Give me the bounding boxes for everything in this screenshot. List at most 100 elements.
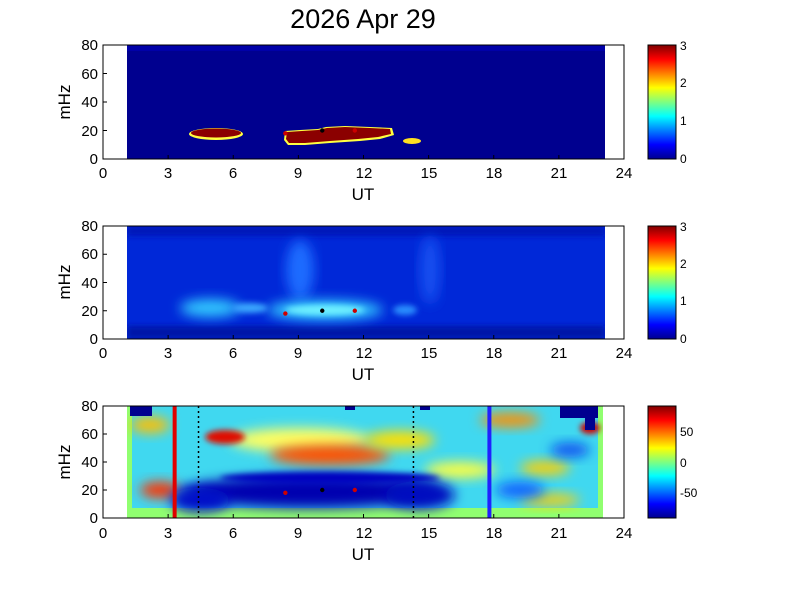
- figure-title: 2026 Apr 29: [290, 4, 436, 34]
- panel-1-colorbar-tick: 2: [680, 76, 687, 90]
- panel-2-xlabel: UT: [352, 365, 375, 384]
- panel-2-event-marker: [320, 308, 325, 313]
- panel-3-xtick: 15: [421, 525, 438, 542]
- panel-1-colorbar-tick: 1: [680, 114, 687, 128]
- panel-3-bottom-band: [127, 508, 603, 518]
- panel-2-band: [232, 303, 268, 313]
- panel-1-xtick: 15: [421, 165, 438, 182]
- panel-2-xtick: 12: [356, 345, 373, 362]
- panel-1-ylabel: mHz: [55, 85, 74, 120]
- panel-3-event-marker: [352, 487, 358, 493]
- panel-3-warm-region: [140, 482, 180, 498]
- panel-3-ytick: 60: [81, 426, 98, 443]
- panel-3-vertical-line: [172, 406, 177, 518]
- panel-1-event-marker: [320, 128, 325, 133]
- panel-3-ytick: 20: [81, 482, 98, 499]
- panel-2-band: [393, 305, 417, 315]
- panel-2-ytick: 40: [81, 275, 98, 292]
- panel-2-colorbar-tick: 3: [680, 220, 687, 234]
- panel-2-xtick: 6: [229, 345, 237, 362]
- panel-3-ylabel: mHz: [55, 445, 74, 480]
- panel-1-xtick: 21: [551, 165, 568, 182]
- panel-3-ticks: 0 3 6 9 12 15 18 21 24 0 20 40 60 80: [81, 398, 632, 542]
- panel-3-warm-region: [130, 417, 170, 433]
- panel-2-xtick: 9: [294, 345, 302, 362]
- panel-3-xtick: 24: [616, 525, 633, 542]
- panel-3-ytick: 80: [81, 398, 98, 415]
- panel-2-colorbar-tick: 2: [680, 257, 687, 271]
- event-markers: [283, 128, 358, 495]
- panel-3-warm-region: [425, 462, 495, 478]
- panel-3-warm-region: [270, 445, 390, 465]
- panel-2-band-core: [285, 305, 365, 315]
- panel-3-xtick: 3: [164, 525, 172, 542]
- panel-3-colorbar-tick: 0: [680, 456, 687, 470]
- panel-3-colorbar-tick: -50: [680, 486, 698, 500]
- panel-3-cool-band: [180, 476, 440, 508]
- panel-1-xtick: 3: [164, 165, 172, 182]
- panel-2-xtick: 15: [421, 345, 438, 362]
- panel-3-xtick: 12: [356, 525, 373, 542]
- panel-2-xtick: 3: [164, 345, 172, 362]
- panel-3-xtick: 18: [486, 525, 503, 542]
- panel-2-colorbar-tick: 0: [680, 332, 687, 346]
- panel-3-right-edge: [598, 406, 603, 518]
- panel-3-overlays: [172, 406, 492, 518]
- panel-1-small-blob: [403, 138, 421, 144]
- panel-3-xlabel: UT: [352, 545, 375, 564]
- panel-1-xtick: 0: [99, 165, 107, 182]
- panel-2-ticks: 0 3 6 9 12 15 18 21 24 0 20 40 60 80: [81, 218, 632, 362]
- panel-3-vertical-line: [487, 406, 492, 518]
- panel-3-ytick: 0: [90, 510, 98, 527]
- panel-2-colorbar-tick: 1: [680, 294, 687, 308]
- panel-1-colorbar-tick: 3: [680, 39, 687, 53]
- panel-1-colorbar-tick: 0: [680, 152, 687, 166]
- panel-3-heatmap: [127, 406, 603, 518]
- panel-2-xtick: 21: [551, 345, 568, 362]
- panel-2-top-band: [127, 226, 605, 236]
- panel-3-xtick: 21: [551, 525, 568, 542]
- panel-3-cool-band: [495, 482, 545, 498]
- panel-2: 0 3 6 9 12 15 18 21 24 0 20 40 60 80 UT …: [55, 218, 687, 384]
- panel-3-top-patch: [585, 418, 595, 430]
- panel-1-heatmap: [127, 45, 605, 159]
- panel-1-ticks: 0 3 6 9 12 15 18 21 24 0 20 40 60 80: [81, 37, 632, 182]
- panel-3-warm-region: [205, 430, 245, 444]
- panel-3-colorbar-tick: 50: [680, 425, 694, 439]
- panel-3-xtick: 6: [229, 525, 237, 542]
- panel-3-warm-region: [520, 494, 580, 506]
- panel-1-background-field: [127, 45, 605, 159]
- panel-1-xtick: 24: [616, 165, 633, 182]
- panel-3-ytick: 40: [81, 454, 98, 471]
- panel-3-cool-band: [220, 472, 440, 484]
- panel-1-ytick: 80: [81, 37, 98, 54]
- panel-3-colorbar: [647, 405, 677, 519]
- panel-1-event-marker: [352, 128, 358, 133]
- panel-3-xtick: 9: [294, 525, 302, 542]
- panel-1-xtick: 12: [356, 165, 373, 182]
- panel-1-xlabel: UT: [352, 185, 375, 204]
- panel-2-column: [420, 236, 440, 304]
- panel-2-heatmap: [127, 226, 605, 339]
- panel-1-event-marker: [283, 131, 288, 136]
- panel-3-top-patch: [560, 406, 598, 418]
- panel-1-xtick: 6: [229, 165, 237, 182]
- panel-1-ytick: 0: [90, 151, 98, 168]
- panel-1-ytick: 40: [81, 94, 98, 111]
- panel-3-cool-band: [170, 488, 230, 512]
- panel-1-xtick: 9: [294, 165, 302, 182]
- panel-2-colorbar: [647, 225, 677, 340]
- panel-2-background-field: [127, 226, 605, 339]
- panel-3-cool-band: [550, 443, 590, 457]
- panel-3-top-patch: [420, 406, 430, 410]
- panel-2-band: [180, 299, 240, 317]
- panel-3-warm-region: [520, 461, 570, 475]
- panel-3-left-edge: [127, 406, 132, 518]
- panel-1: 0 3 6 9 12 15 18 21 24 0 20 40 60 80 UT …: [55, 37, 687, 204]
- panel-2-xtick: 0: [99, 345, 107, 362]
- panel-3-event-marker: [320, 487, 325, 493]
- panel-3-warm-region: [365, 431, 435, 449]
- panel-3-top-patch: [345, 406, 355, 410]
- panel-1-xtick: 18: [486, 165, 503, 182]
- panel-2-column: [286, 240, 314, 300]
